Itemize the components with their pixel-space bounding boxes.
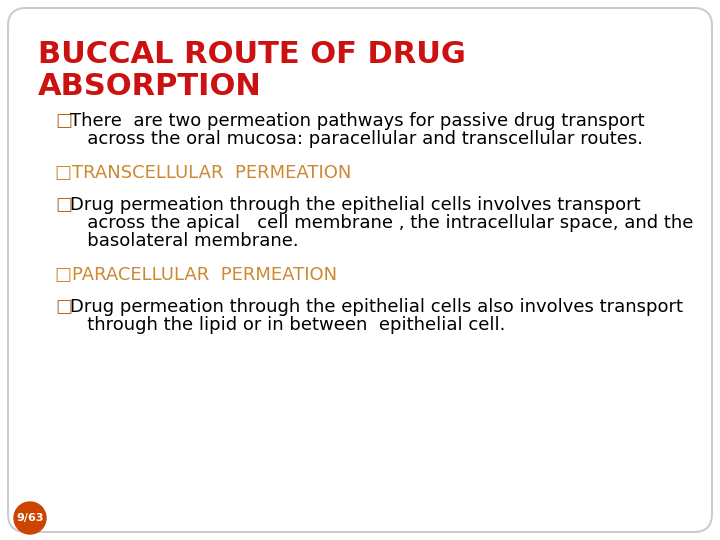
Text: □: □ xyxy=(55,112,72,130)
Text: Drug permeation through the epithelial cells also involves transport: Drug permeation through the epithelial c… xyxy=(70,298,683,316)
Text: through the lipid or in between  epithelial cell.: through the lipid or in between epitheli… xyxy=(70,316,505,334)
Text: □PARACELLULAR  PERMEATION: □PARACELLULAR PERMEATION xyxy=(55,266,337,284)
Text: BUCCAL ROUTE OF DRUG: BUCCAL ROUTE OF DRUG xyxy=(38,40,466,69)
Text: across the oral mucosa: paracellular and transcellular routes.: across the oral mucosa: paracellular and… xyxy=(70,130,643,148)
Text: □TRANSCELLULAR  PERMEATION: □TRANSCELLULAR PERMEATION xyxy=(55,164,351,182)
Text: □: □ xyxy=(55,196,72,214)
Circle shape xyxy=(14,502,46,534)
Text: ABSORPTION: ABSORPTION xyxy=(38,72,262,101)
Text: There  are two permeation pathways for passive drug transport: There are two permeation pathways for pa… xyxy=(70,112,644,130)
Text: 9/63: 9/63 xyxy=(17,513,44,523)
Text: Drug permeation through the epithelial cells involves transport: Drug permeation through the epithelial c… xyxy=(70,196,641,214)
FancyBboxPatch shape xyxy=(8,8,712,532)
Text: □: □ xyxy=(55,298,72,316)
Text: basolateral membrane.: basolateral membrane. xyxy=(70,232,299,250)
Text: across the apical   cell membrane , the intracellular space, and the: across the apical cell membrane , the in… xyxy=(70,214,693,232)
